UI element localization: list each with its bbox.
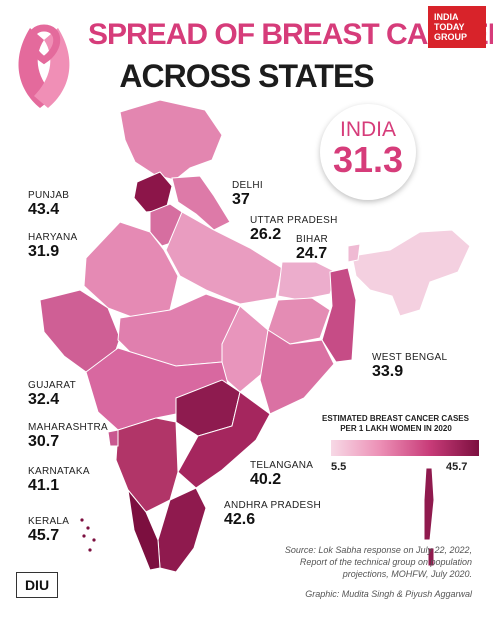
region-andaman bbox=[423, 467, 435, 541]
india-map bbox=[39, 99, 471, 573]
state-name: PUNJAB bbox=[28, 190, 70, 201]
state-label-delhi: DELHI 37 bbox=[232, 180, 263, 209]
national-average-badge: INDIA 31.3 bbox=[320, 104, 416, 200]
brand-line-2: TODAY bbox=[434, 22, 465, 32]
credit-note: Graphic: Mudita Singh & Piyush Aggarwal bbox=[305, 589, 472, 599]
state-value: 40.2 bbox=[250, 471, 282, 488]
state-value: 33.9 bbox=[372, 363, 404, 380]
national-label: INDIA bbox=[339, 118, 396, 141]
region-himachal bbox=[171, 175, 231, 231]
legend-title: ESTIMATED BREAST CANCER CASES PER 1 LAKH… bbox=[322, 414, 490, 434]
region-north bbox=[119, 99, 223, 181]
region-north-east bbox=[351, 229, 471, 317]
region-rajasthan bbox=[83, 221, 179, 321]
state-name: DELHI bbox=[232, 180, 263, 191]
legend-min: 5.5 bbox=[331, 461, 347, 473]
state-label-kerala: KERALA 45.7 bbox=[28, 516, 69, 545]
source-line-1: Source: Lok Sabha response on July 22, 2… bbox=[284, 545, 472, 555]
region-kerala bbox=[127, 488, 161, 571]
state-name: MAHARASHTRA bbox=[28, 422, 108, 433]
national-value: 31.3 bbox=[332, 139, 404, 180]
state-value: 26.2 bbox=[250, 226, 282, 243]
state-value: 37 bbox=[232, 191, 250, 208]
source-line-3: projections, MOHFW, July 2020. bbox=[342, 569, 472, 579]
state-value: 24.7 bbox=[296, 245, 328, 262]
legend-color-scale bbox=[331, 440, 479, 456]
legend-max: 45.7 bbox=[446, 461, 468, 473]
region-up bbox=[165, 211, 283, 305]
state-label-maharashtra: MAHARASHTRA 30.7 bbox=[28, 422, 108, 451]
region-bihar bbox=[277, 261, 337, 301]
state-label-punjab: PUNJAB 43.4 bbox=[28, 190, 69, 219]
legend-title-line-2: PER 1 LAKH WOMEN IN 2020 bbox=[340, 424, 452, 433]
state-name: BIHAR bbox=[296, 234, 329, 245]
source-line-2: Report of the technical group on populat… bbox=[299, 557, 472, 567]
state-name: KARNATAKA bbox=[28, 466, 90, 477]
brand-line-3: GROUP bbox=[434, 32, 468, 42]
state-value: 31.9 bbox=[28, 243, 60, 260]
state-label-haryana: HARYANA 31.9 bbox=[28, 232, 78, 261]
india-today-group-logo: INDIA TODAY GROUP bbox=[428, 6, 486, 48]
region-andaman-south bbox=[427, 547, 435, 567]
state-label-gujarat: GUJARAT 32.4 bbox=[28, 380, 76, 409]
state-label-karnataka: KARNATAKA 41.1 bbox=[28, 466, 90, 495]
state-name: ANDHRA PRADESH bbox=[224, 500, 321, 511]
region-west-bengal bbox=[321, 267, 357, 363]
state-value: 41.1 bbox=[28, 477, 60, 494]
state-value: 32.4 bbox=[28, 391, 60, 408]
state-name: UTTAR PRADESH bbox=[250, 215, 338, 226]
title-line-1: SPREAD OF BREAST CANCER bbox=[88, 18, 493, 51]
lakshadweep-islands bbox=[80, 518, 96, 552]
title-line-2: ACROSS STATES bbox=[119, 58, 374, 94]
state-name: KERALA bbox=[28, 516, 70, 527]
state-name: HARYANA bbox=[28, 232, 78, 243]
state-name: WEST BENGAL bbox=[372, 352, 448, 363]
state-value: 42.6 bbox=[224, 511, 256, 528]
state-name: GUJARAT bbox=[28, 380, 77, 391]
state-label-andhra-pradesh: ANDHRA PRADESH 42.6 bbox=[224, 500, 321, 529]
brand-line-1: INDIA bbox=[434, 12, 459, 22]
source-note: Source: Lok Sabha response on July 22, 2… bbox=[232, 544, 472, 580]
pink-ribbon-icon bbox=[18, 24, 70, 108]
state-value: 30.7 bbox=[28, 433, 60, 450]
legend-title-line-1: ESTIMATED BREAST CANCER CASES bbox=[322, 414, 469, 423]
state-value: 43.4 bbox=[28, 201, 60, 218]
state-name: TELANGANA bbox=[250, 460, 314, 471]
state-value: 45.7 bbox=[28, 527, 60, 544]
region-goa bbox=[107, 429, 119, 447]
state-label-telangana: TELANGANA 40.2 bbox=[250, 460, 313, 489]
state-label-west-bengal: WEST BENGAL 33.9 bbox=[372, 352, 447, 381]
diu-logo: DIU bbox=[16, 572, 58, 598]
region-sikkim bbox=[347, 243, 361, 263]
region-odisha bbox=[259, 329, 335, 415]
state-label-uttar-pradesh: UTTAR PRADESH 26.2 bbox=[250, 215, 338, 244]
region-karnataka bbox=[115, 417, 179, 513]
state-label-bihar: BIHAR 24.7 bbox=[296, 234, 328, 263]
